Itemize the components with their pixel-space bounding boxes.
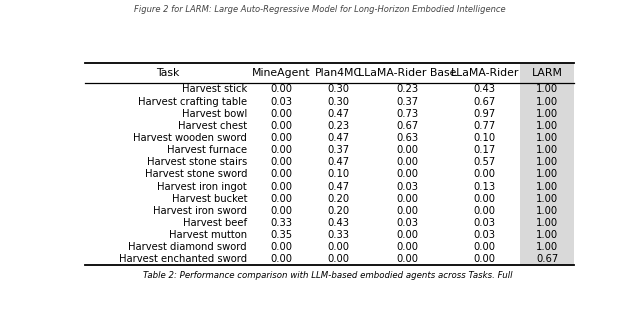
Text: 1.00: 1.00 (536, 194, 558, 204)
Text: 0.03: 0.03 (396, 218, 418, 228)
Text: 1.00: 1.00 (536, 121, 558, 131)
Text: Plan4MC: Plan4MC (315, 69, 362, 78)
Text: 0.47: 0.47 (328, 157, 350, 167)
Text: 0.00: 0.00 (396, 194, 418, 204)
Text: 0.00: 0.00 (270, 254, 292, 264)
Text: Harvest enchanted sword: Harvest enchanted sword (119, 254, 247, 264)
Text: Harvest stone sword: Harvest stone sword (145, 169, 247, 179)
Text: Harvest mutton: Harvest mutton (169, 230, 247, 240)
Text: 0.73: 0.73 (396, 109, 418, 119)
Text: 0.33: 0.33 (270, 218, 292, 228)
Text: 0.00: 0.00 (270, 206, 292, 216)
Text: Harvest iron ingot: Harvest iron ingot (157, 182, 247, 191)
Text: 0.00: 0.00 (474, 169, 496, 179)
Text: 0.30: 0.30 (328, 97, 349, 106)
Text: LARM: LARM (531, 69, 563, 78)
Text: 0.00: 0.00 (328, 242, 349, 252)
Text: 0.17: 0.17 (474, 145, 496, 155)
Text: 0.37: 0.37 (328, 145, 350, 155)
Text: 0.03: 0.03 (474, 230, 496, 240)
Text: Harvest stick: Harvest stick (182, 84, 247, 94)
Text: 0.67: 0.67 (536, 254, 558, 264)
Text: 0.03: 0.03 (396, 182, 418, 191)
Text: 1.00: 1.00 (536, 97, 558, 106)
Text: 0.57: 0.57 (474, 157, 496, 167)
Text: 0.13: 0.13 (474, 182, 496, 191)
Text: 0.33: 0.33 (328, 230, 349, 240)
Text: 0.20: 0.20 (328, 194, 350, 204)
Text: 0.47: 0.47 (328, 182, 350, 191)
Text: 0.00: 0.00 (270, 194, 292, 204)
Text: 0.30: 0.30 (328, 84, 349, 94)
Text: 1.00: 1.00 (536, 109, 558, 119)
Text: 1.00: 1.00 (536, 230, 558, 240)
Text: 0.00: 0.00 (396, 145, 418, 155)
Text: 0.00: 0.00 (270, 157, 292, 167)
Text: 0.00: 0.00 (474, 254, 496, 264)
Text: 0.00: 0.00 (270, 121, 292, 131)
Text: Harvest crafting table: Harvest crafting table (138, 97, 247, 106)
Text: Figure 2 for LARM: Large Auto-Regressive Model for Long-Horizon Embodied Intelli: Figure 2 for LARM: Large Auto-Regressive… (134, 5, 506, 14)
Text: 1.00: 1.00 (536, 242, 558, 252)
Text: Harvest beef: Harvest beef (183, 218, 247, 228)
Text: 1.00: 1.00 (536, 84, 558, 94)
Text: 0.00: 0.00 (270, 169, 292, 179)
Text: 0.67: 0.67 (474, 97, 496, 106)
Text: 0.00: 0.00 (270, 133, 292, 143)
Text: 0.00: 0.00 (396, 206, 418, 216)
Text: LLaMA-Rider Base: LLaMA-Rider Base (358, 69, 456, 78)
Text: 0.00: 0.00 (270, 109, 292, 119)
Text: 0.20: 0.20 (328, 206, 350, 216)
Text: Harvest chest: Harvest chest (178, 121, 247, 131)
Text: 0.00: 0.00 (328, 254, 349, 264)
Text: 1.00: 1.00 (536, 169, 558, 179)
Text: 0.97: 0.97 (474, 109, 496, 119)
Text: 0.23: 0.23 (396, 84, 418, 94)
Text: 0.00: 0.00 (396, 254, 418, 264)
Text: Harvest iron sword: Harvest iron sword (153, 206, 247, 216)
Text: 0.43: 0.43 (474, 84, 496, 94)
Text: 0.23: 0.23 (328, 121, 350, 131)
Text: 0.00: 0.00 (270, 242, 292, 252)
Text: 1.00: 1.00 (536, 145, 558, 155)
Text: 1.00: 1.00 (536, 218, 558, 228)
Text: Harvest furnace: Harvest furnace (167, 145, 247, 155)
Text: 0.63: 0.63 (396, 133, 418, 143)
Text: 0.00: 0.00 (270, 182, 292, 191)
Text: 0.10: 0.10 (328, 169, 350, 179)
Text: 0.37: 0.37 (396, 97, 418, 106)
Text: 0.00: 0.00 (474, 242, 496, 252)
Text: Harvest wooden sword: Harvest wooden sword (133, 133, 247, 143)
Bar (520, 64, 573, 265)
Text: 0.00: 0.00 (270, 145, 292, 155)
Text: Task: Task (156, 69, 179, 78)
Text: Harvest diamond sword: Harvest diamond sword (129, 242, 247, 252)
Text: 0.00: 0.00 (396, 242, 418, 252)
Text: 0.00: 0.00 (474, 206, 496, 216)
Text: 0.00: 0.00 (474, 194, 496, 204)
Text: 0.00: 0.00 (396, 169, 418, 179)
Text: Harvest bowl: Harvest bowl (182, 109, 247, 119)
Text: Harvest stone stairs: Harvest stone stairs (147, 157, 247, 167)
Text: 0.00: 0.00 (396, 157, 418, 167)
Text: 0.47: 0.47 (328, 109, 350, 119)
Text: 0.03: 0.03 (474, 218, 496, 228)
Text: 0.43: 0.43 (328, 218, 349, 228)
Text: 0.47: 0.47 (328, 133, 350, 143)
Text: 1.00: 1.00 (536, 206, 558, 216)
Text: 0.67: 0.67 (396, 121, 419, 131)
Text: 0.00: 0.00 (270, 84, 292, 94)
Text: 0.10: 0.10 (474, 133, 496, 143)
Text: Harvest bucket: Harvest bucket (172, 194, 247, 204)
Text: LLaMA-Rider: LLaMA-Rider (451, 69, 519, 78)
Text: 0.00: 0.00 (396, 230, 418, 240)
Text: Table 2: Performance comparison with LLM-based embodied agents across Tasks. Ful: Table 2: Performance comparison with LLM… (143, 271, 513, 280)
Text: 1.00: 1.00 (536, 133, 558, 143)
Text: 1.00: 1.00 (536, 157, 558, 167)
Text: 0.77: 0.77 (474, 121, 496, 131)
Text: 0.35: 0.35 (270, 230, 292, 240)
Text: 0.03: 0.03 (270, 97, 292, 106)
Text: 1.00: 1.00 (536, 182, 558, 191)
Text: MineAgent: MineAgent (252, 69, 310, 78)
